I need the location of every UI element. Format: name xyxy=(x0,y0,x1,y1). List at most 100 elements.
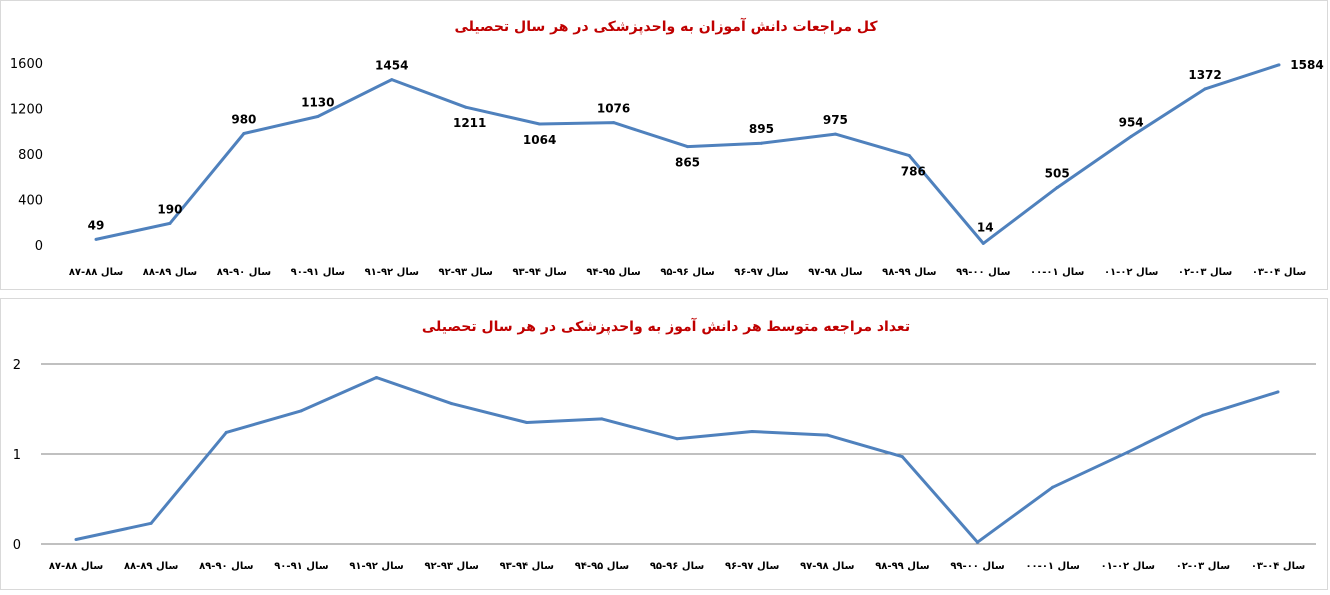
data-label: 954 xyxy=(1119,115,1144,129)
data-point xyxy=(74,538,78,541)
data-point xyxy=(168,221,172,225)
x-tick-label: سال ۹۲-۹۱ xyxy=(349,561,404,572)
x-tick-label: سال ۹۷-۹۶ xyxy=(734,267,789,278)
data-label: 975 xyxy=(823,113,848,127)
x-tick-label: سال ۹۲-۹۱ xyxy=(365,267,420,278)
y-tick-label: 2 xyxy=(13,358,21,373)
data-point xyxy=(1126,450,1130,454)
x-tick-label: سال ۰۰-۹۹ xyxy=(956,267,1011,278)
data-point xyxy=(750,430,754,433)
data-point xyxy=(375,376,378,379)
data-point xyxy=(1276,390,1280,394)
x-tick-label: سال ۰۴-۰۳ xyxy=(1251,561,1306,572)
data-point xyxy=(686,145,689,149)
data-point xyxy=(390,78,394,82)
x-tick-label: سال ۹۹-۹۸ xyxy=(875,561,930,572)
data-label: 980 xyxy=(231,113,256,127)
x-tick-label: سال ۰۳-۰۲ xyxy=(1176,561,1231,572)
y-tick-label: 1600 xyxy=(10,57,43,72)
data-label: 865 xyxy=(675,156,700,170)
data-point xyxy=(299,409,303,413)
data-point xyxy=(675,437,679,441)
x-tick-label: سال ۹۶-۹۵ xyxy=(660,267,715,278)
data-point xyxy=(612,121,616,125)
data-label: 1454 xyxy=(375,59,408,73)
data-point xyxy=(94,237,98,241)
x-tick-label: سال ۹۷-۹۶ xyxy=(725,561,780,572)
x-tick-label: سال ۰۱-۰۰ xyxy=(1030,267,1085,278)
x-tick-label: سال ۹۴-۹۳ xyxy=(500,561,555,572)
data-label: 190 xyxy=(157,202,182,216)
data-point xyxy=(833,132,837,136)
y-tick-label: 1200 xyxy=(10,103,43,118)
series-line xyxy=(95,63,1280,245)
chart-title: کل مراجعات دانش آموزان به واحدپزشکی در ه… xyxy=(454,17,878,35)
data-label: 1130 xyxy=(301,95,334,109)
x-tick-label: سال ۹۳-۹۲ xyxy=(424,561,479,572)
y-tick-label: 0 xyxy=(13,538,21,553)
data-label: 1584 xyxy=(1290,58,1323,72)
data-point xyxy=(976,540,979,544)
chart-title: تعداد مراجعه متوسط هر دانش آموز به واحدپ… xyxy=(422,317,910,335)
x-tick-label: سال ۹۰-۸۹ xyxy=(217,267,272,278)
data-point xyxy=(1277,63,1281,67)
series-line xyxy=(75,376,1279,544)
data-point xyxy=(1055,186,1059,190)
data-point xyxy=(1129,134,1133,138)
x-tick-label: سال ۹۵-۹۴ xyxy=(575,561,630,572)
data-point xyxy=(242,132,246,136)
x-tick-label: سال ۹۰-۸۹ xyxy=(199,561,254,572)
x-tick-label: سال ۸۹-۸۸ xyxy=(143,267,198,278)
data-point xyxy=(981,241,985,245)
x-tick-label: سال ۰۱-۰۰ xyxy=(1025,561,1080,572)
x-tick-label: سال ۸۸-۸۷ xyxy=(69,267,124,278)
x-tick-label: سال ۰۳-۰۲ xyxy=(1178,267,1233,278)
x-tick-label: سال ۹۹-۹۸ xyxy=(882,267,937,278)
y-tick-label: 800 xyxy=(18,148,43,163)
data-label: 505 xyxy=(1045,167,1070,181)
data-label: 786 xyxy=(901,165,926,179)
x-tick-label: سال ۹۱-۹۰ xyxy=(274,561,329,572)
data-point xyxy=(538,122,542,126)
y-tick-label: 400 xyxy=(18,194,43,209)
data-point xyxy=(1051,485,1055,489)
x-tick-label: سال ۹۸-۹۷ xyxy=(808,267,863,278)
line-chart-total-visits: کل مراجعات دانش آموزان به واحدپزشکی در ه… xyxy=(10,17,1324,278)
data-point xyxy=(759,141,763,145)
x-tick-label: سال ۹۴-۹۳ xyxy=(512,267,567,278)
x-tick-label: سال ۸۸-۸۷ xyxy=(49,561,104,572)
data-point xyxy=(1201,413,1205,417)
data-point xyxy=(907,154,911,158)
x-tick-label: سال ۹۵-۹۴ xyxy=(586,267,641,278)
data-point xyxy=(450,402,454,406)
y-tick-label: 0 xyxy=(35,239,43,254)
data-point xyxy=(900,455,904,459)
chart-panel-total-visits: کل مراجعات دانش آموزان به واحدپزشکی در ه… xyxy=(0,0,1328,290)
data-label: 1064 xyxy=(523,133,556,147)
data-point xyxy=(1203,87,1207,91)
data-point xyxy=(224,430,228,434)
x-tick-label: سال ۰۲-۰۱ xyxy=(1101,561,1156,572)
x-tick-label: سال ۰۰-۹۹ xyxy=(950,561,1005,572)
data-label: 1372 xyxy=(1188,68,1221,82)
chart-panel-average-visits: تعداد مراجعه متوسط هر دانش آموز به واحدپ… xyxy=(0,298,1328,590)
line-chart-average-visits: تعداد مراجعه متوسط هر دانش آموز به واحدپ… xyxy=(13,317,1316,572)
data-label: 895 xyxy=(749,122,774,136)
x-tick-label: سال ۹۸-۹۷ xyxy=(800,561,855,572)
data-point xyxy=(600,417,604,421)
data-label: 1076 xyxy=(597,102,630,116)
x-tick-label: سال ۹۱-۹۰ xyxy=(291,267,346,278)
data-label: 1211 xyxy=(453,116,486,130)
data-point xyxy=(149,521,153,525)
data-point xyxy=(825,433,829,437)
data-point xyxy=(316,114,320,118)
x-tick-label: سال ۹۶-۹۵ xyxy=(650,561,705,572)
data-label: 14 xyxy=(977,220,994,234)
x-tick-label: سال ۰۴-۰۳ xyxy=(1252,267,1307,278)
data-point xyxy=(525,421,529,424)
y-tick-label: 1 xyxy=(13,448,21,463)
x-tick-label: سال ۰۲-۰۱ xyxy=(1104,267,1159,278)
x-tick-label: سال ۸۹-۸۸ xyxy=(124,561,179,572)
x-tick-label: سال ۹۳-۹۲ xyxy=(439,267,494,278)
data-label: 49 xyxy=(88,218,105,232)
